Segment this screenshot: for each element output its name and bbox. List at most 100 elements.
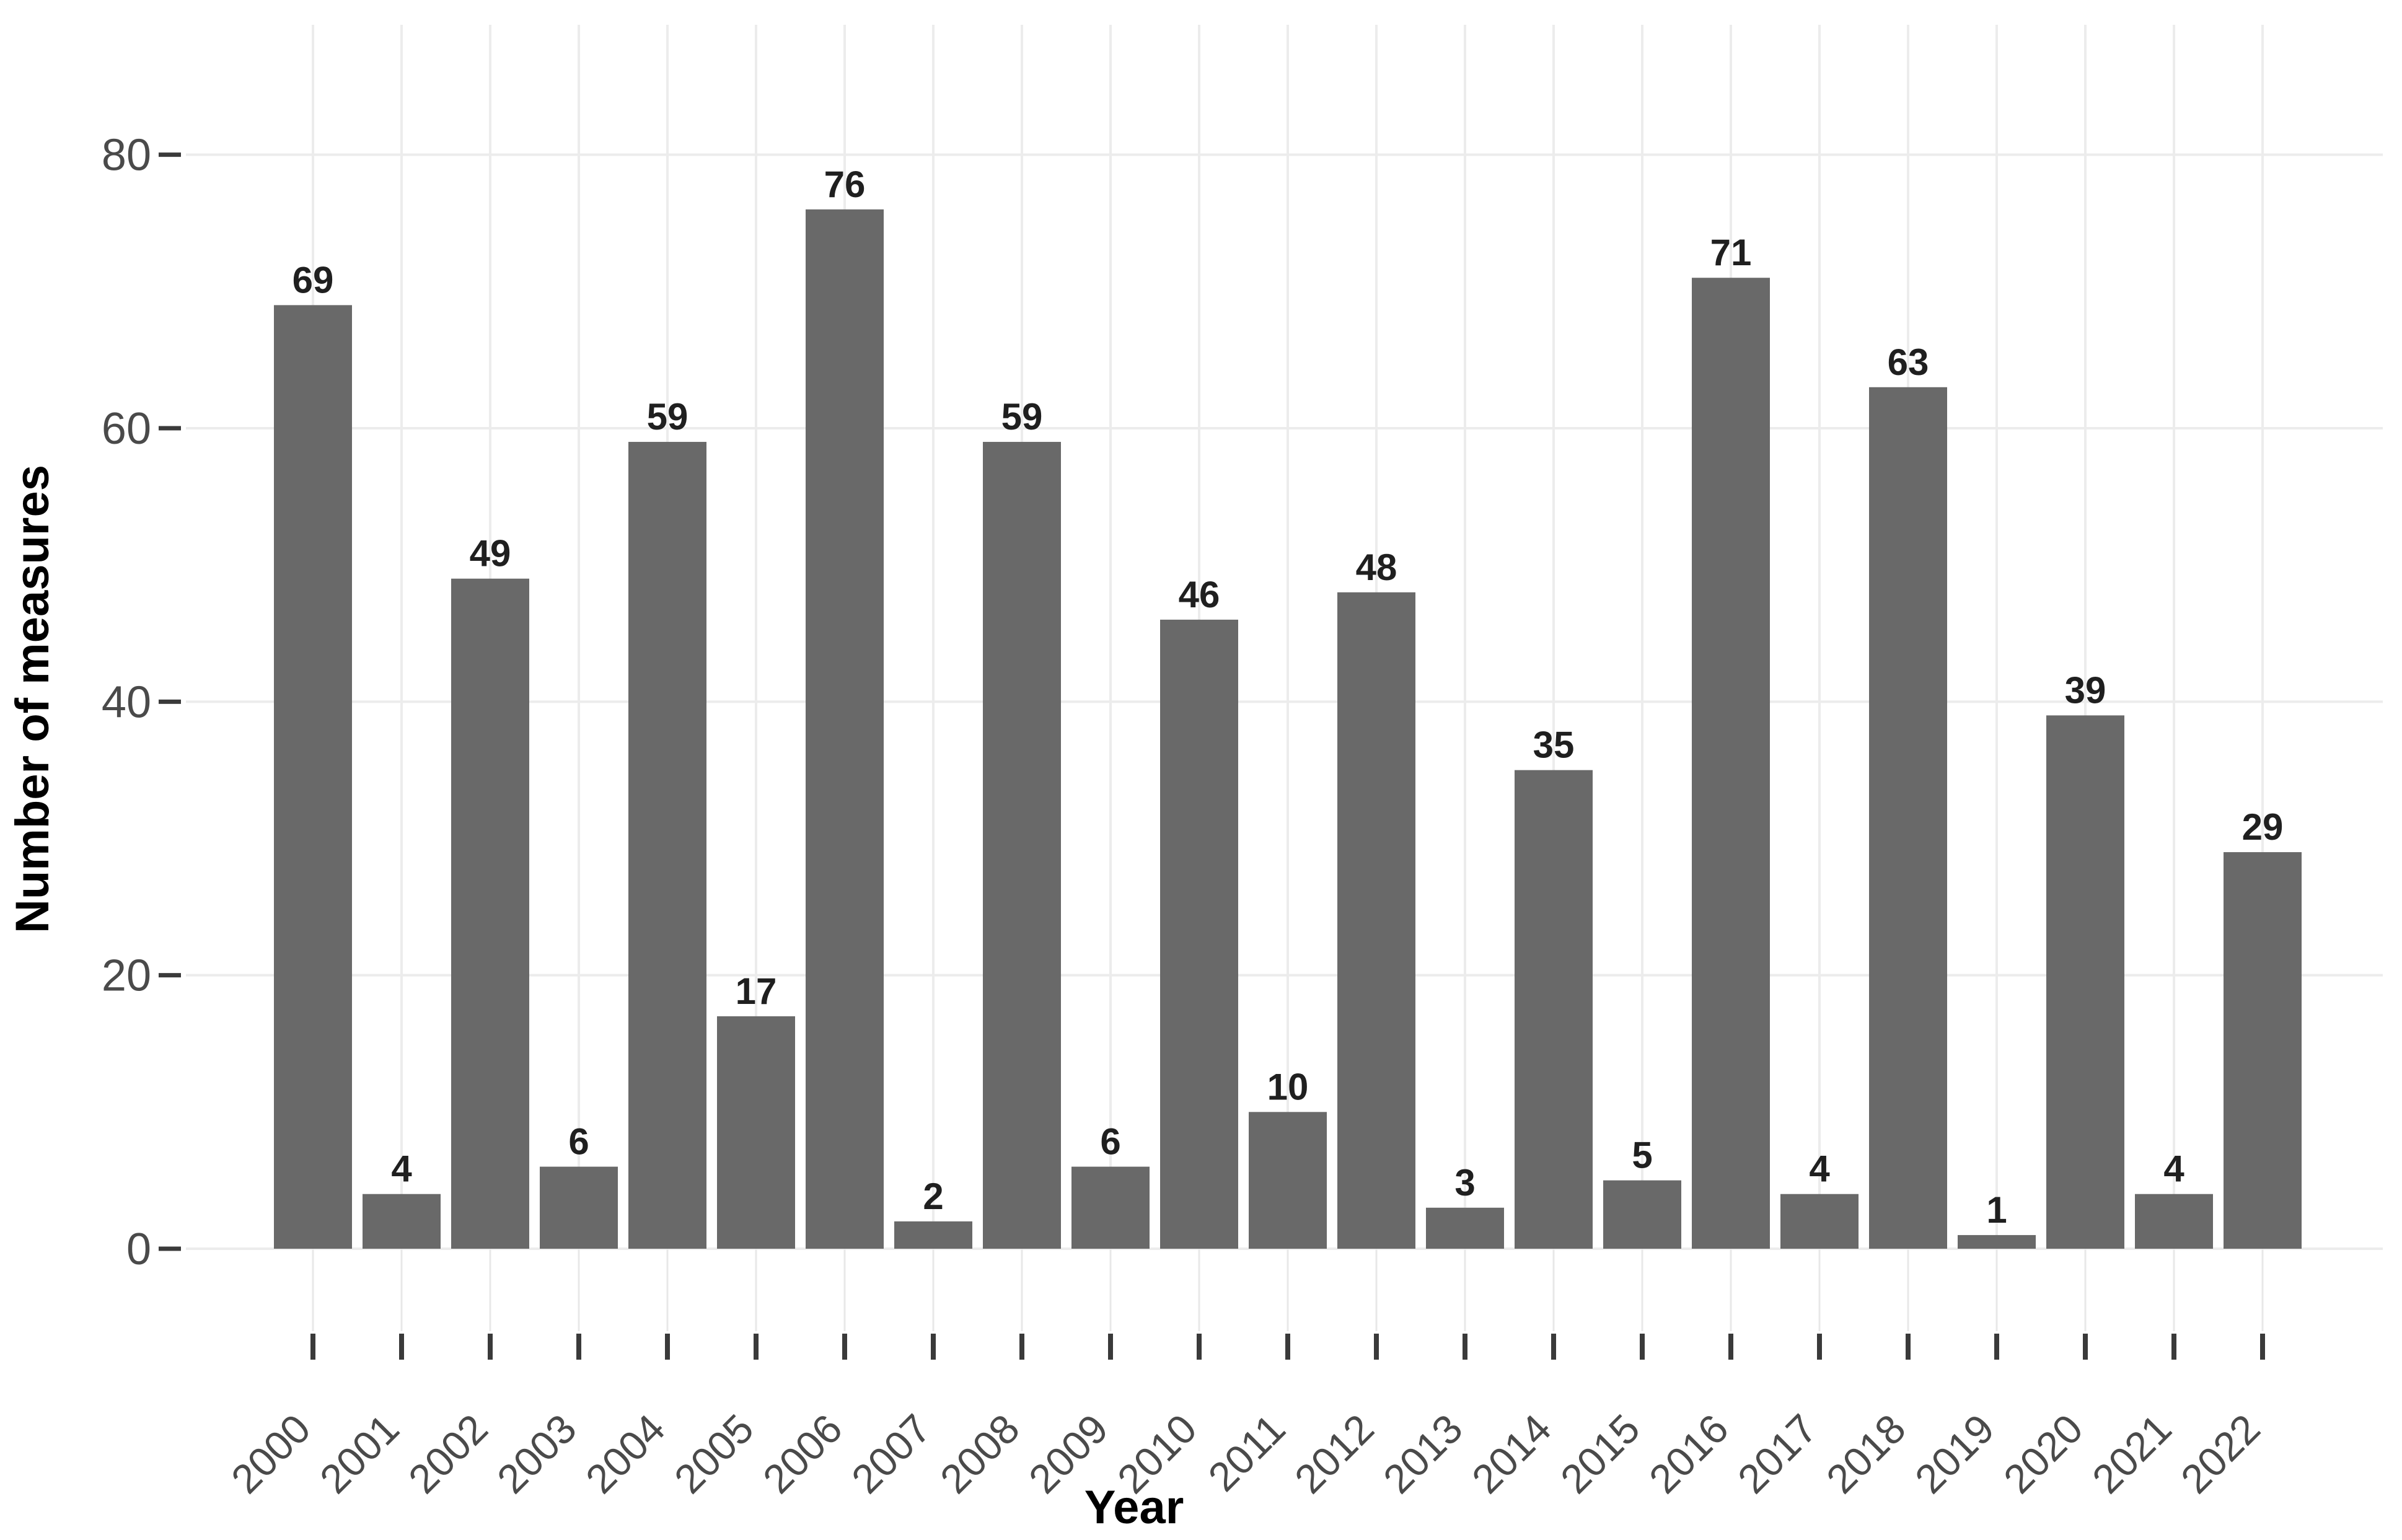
bar-2016: [1692, 278, 1770, 1249]
x-tick-label-2022: 2022: [2172, 1406, 2269, 1502]
x-tick-label-2008: 2008: [931, 1406, 1028, 1502]
x-tick-label-2018: 2018: [1818, 1406, 1914, 1502]
value-label-2008: 59: [1001, 396, 1043, 438]
x-tick-label-2007: 2007: [843, 1406, 939, 1502]
y-axis: 0 20 40 60 80: [102, 131, 181, 1274]
bar-2006: [806, 209, 884, 1249]
x-tick-label-2015: 2015: [1552, 1406, 1648, 1502]
x-tick-label-2013: 2013: [1375, 1406, 1471, 1502]
x-tick-mark-2010: [1197, 1334, 1202, 1360]
x-tick-label-2005: 2005: [666, 1406, 762, 1502]
vertical-gridlines: [312, 25, 2264, 1249]
bar-2004: [628, 442, 706, 1249]
bar-2005: [717, 1016, 795, 1249]
x-tick-mark-2012: [1374, 1334, 1379, 1360]
x-axis: 2000200120022003200420052006200720082009…: [222, 1249, 2269, 1502]
x-tick-mark-2001: [399, 1334, 404, 1360]
bar-2013: [1426, 1207, 1504, 1249]
value-label-2022: 29: [2242, 806, 2284, 848]
x-tick-mark-2013: [1463, 1334, 1467, 1360]
y-tick-label-40: 40: [102, 677, 151, 727]
bar-2022: [2224, 852, 2302, 1249]
value-label-2019: 1: [1986, 1189, 2007, 1231]
x-tick-label-2016: 2016: [1640, 1406, 1737, 1502]
bar-2017: [1780, 1194, 1859, 1249]
value-label-2005: 17: [736, 970, 777, 1012]
x-tick-mark-2009: [1108, 1334, 1113, 1360]
y-tick-mark-60: [159, 426, 181, 431]
x-tick-mark-2005: [754, 1334, 759, 1360]
bar-2001: [363, 1194, 441, 1249]
value-label-2006: 76: [824, 164, 866, 205]
x-tick-label-2001: 2001: [311, 1406, 408, 1502]
value-label-2020: 39: [2065, 669, 2106, 711]
x-tick-label-2017: 2017: [1729, 1406, 1826, 1502]
x-tick-label-2002: 2002: [400, 1406, 496, 1502]
value-label-2012: 48: [1356, 547, 1397, 588]
x-tick-label-2004: 2004: [577, 1406, 674, 1502]
bar-2020: [2046, 715, 2124, 1249]
bar-2007: [894, 1221, 972, 1249]
value-label-2001: 4: [391, 1148, 412, 1190]
y-tick-mark-0: [159, 1246, 181, 1251]
x-tick-mark-2008: [1019, 1334, 1024, 1360]
y-tick-label-0: 0: [126, 1225, 151, 1274]
x-tick-label-2012: 2012: [1286, 1406, 1383, 1502]
x-tick-mark-2006: [842, 1334, 847, 1360]
value-label-2009: 6: [1100, 1121, 1120, 1163]
bar-2014: [1515, 770, 1593, 1249]
value-label-2003: 6: [568, 1121, 589, 1163]
x-tick-mark-2015: [1640, 1334, 1645, 1360]
x-tick-mark-2007: [931, 1334, 936, 1360]
bar-2021: [2135, 1194, 2213, 1249]
y-tick-mark-40: [159, 699, 181, 704]
bar-2010: [1160, 619, 1238, 1249]
x-tick-mark-2004: [665, 1334, 670, 1360]
bar-value-labels: 69 4 49 6 59 17 76 2 59 6 46 10 48 3 35 5 71 4 63 1 39 4 29: [293, 164, 2284, 1231]
value-label-2016: 71: [1710, 232, 1752, 273]
x-tick-mark-2000: [310, 1334, 315, 1360]
y-tick-label-80: 80: [102, 131, 151, 180]
bar-2012: [1337, 592, 1415, 1249]
x-tick-mark-2011: [1285, 1334, 1290, 1360]
x-tick-label-2014: 2014: [1463, 1406, 1560, 1502]
x-tick-mark-2014: [1551, 1334, 1556, 1360]
bar-2002: [451, 578, 529, 1249]
value-label-2000: 69: [293, 259, 334, 301]
x-tick-label-2006: 2006: [754, 1406, 851, 1502]
bar-2000: [274, 305, 352, 1249]
value-label-2002: 49: [470, 533, 511, 574]
x-tick-mark-2003: [576, 1334, 581, 1360]
value-label-2013: 3: [1454, 1162, 1475, 1203]
value-label-2021: 4: [2163, 1148, 2184, 1190]
x-tick-mark-2018: [1906, 1334, 1911, 1360]
bar-2003: [540, 1166, 618, 1249]
bar-2011: [1249, 1112, 1327, 1249]
bar-2018: [1869, 387, 1947, 1249]
value-label-2004: 59: [647, 396, 688, 438]
bar-2009: [1071, 1166, 1150, 1249]
value-label-2011: 10: [1267, 1066, 1309, 1107]
y-axis-title: Number of measures: [6, 465, 59, 933]
x-tick-mark-2020: [2083, 1334, 2088, 1360]
value-label-2010: 46: [1179, 574, 1220, 615]
bar-2015: [1603, 1180, 1681, 1249]
x-tick-label-2020: 2020: [1995, 1406, 2092, 1502]
bar-2019: [1958, 1234, 2036, 1249]
x-tick-mark-2019: [1994, 1334, 1999, 1360]
x-tick-label-2003: 2003: [488, 1406, 585, 1502]
x-tick-mark-2016: [1728, 1334, 1733, 1360]
x-axis-title: Year: [1084, 1481, 1184, 1534]
y-tick-label-20: 20: [102, 951, 151, 1001]
value-label-2007: 2: [923, 1176, 943, 1217]
x-tick-mark-2017: [1817, 1334, 1822, 1360]
x-tick-label-2000: 2000: [222, 1406, 319, 1502]
value-label-2018: 63: [1888, 341, 1929, 383]
bars: [274, 209, 2302, 1249]
x-tick-label-2019: 2019: [1906, 1406, 2003, 1502]
x-tick-label-2021: 2021: [2083, 1406, 2180, 1502]
x-tick-mark-2021: [2171, 1334, 2176, 1360]
value-label-2014: 35: [1533, 724, 1575, 766]
